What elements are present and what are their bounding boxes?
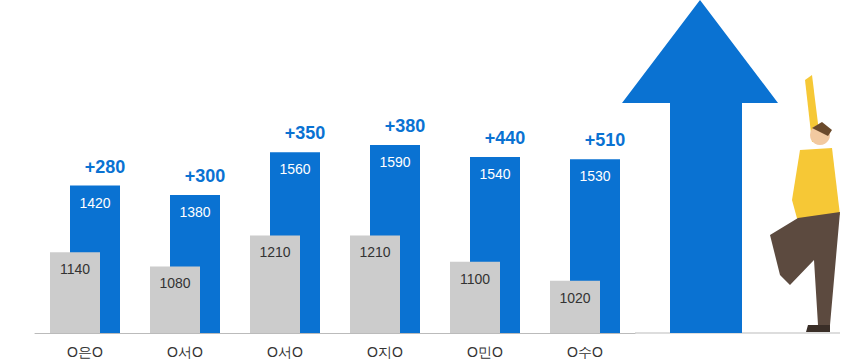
svg-text:O지O: O지O: [367, 344, 403, 360]
svg-text:1380: 1380: [179, 204, 210, 220]
svg-text:1530: 1530: [579, 168, 610, 184]
svg-text:O서O: O서O: [267, 344, 303, 360]
svg-text:O민O: O민O: [467, 344, 503, 360]
svg-text:+300: +300: [185, 166, 226, 186]
svg-text:1080: 1080: [159, 275, 190, 291]
svg-text:+380: +380: [385, 116, 426, 136]
svg-text:1420: 1420: [79, 195, 110, 211]
svg-text:+510: +510: [585, 130, 626, 150]
svg-text:1560: 1560: [279, 161, 310, 177]
svg-text:1210: 1210: [259, 244, 290, 260]
svg-text:O은O: O은O: [67, 344, 103, 360]
svg-text:+280: +280: [85, 157, 126, 177]
svg-text:1140: 1140: [60, 261, 90, 277]
svg-text:O서O: O서O: [167, 344, 203, 360]
svg-text:1100: 1100: [460, 271, 490, 287]
svg-text:O수O: O수O: [567, 344, 603, 360]
svg-text:1020: 1020: [559, 290, 590, 306]
svg-text:1540: 1540: [479, 166, 510, 182]
svg-text:+350: +350: [285, 123, 326, 143]
svg-text:+440: +440: [485, 128, 526, 148]
svg-text:1210: 1210: [359, 244, 390, 260]
svg-text:1590: 1590: [379, 154, 410, 170]
